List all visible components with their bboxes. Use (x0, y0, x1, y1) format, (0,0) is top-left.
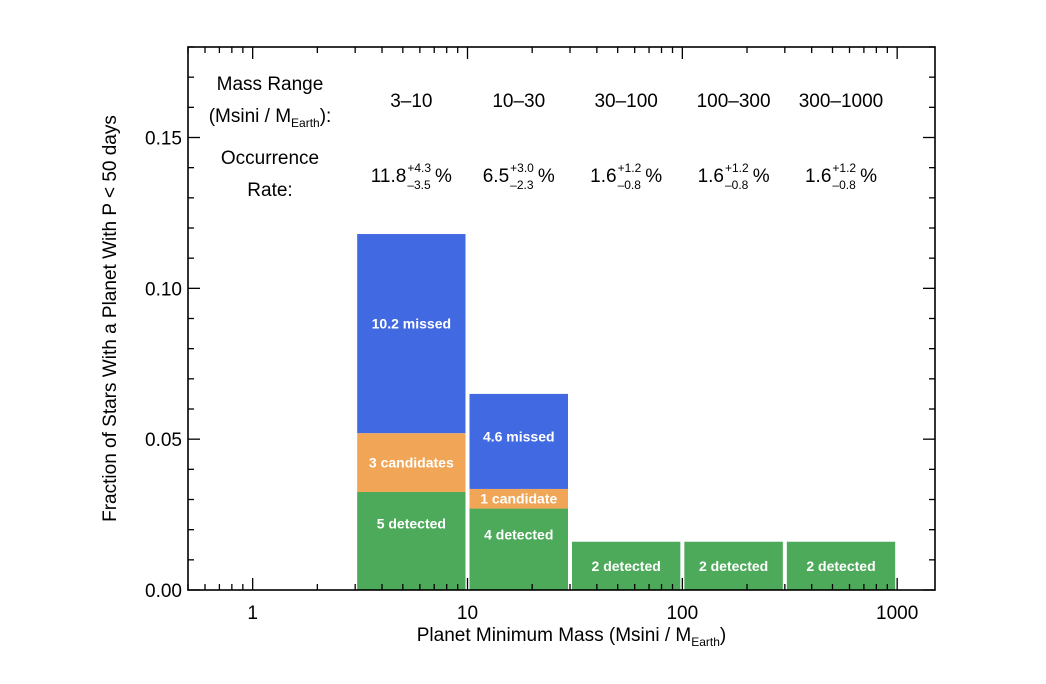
occurrence-rate-value: 6.5 +3.0 –2.3% (483, 161, 555, 192)
bar-segment-detected (684, 541, 783, 590)
x-axis-label-end: ) (720, 625, 726, 646)
x-axis-label: Planet Minimum Mass (Msini / MEarth) (417, 625, 727, 649)
x-axis-label-main: Planet Minimum Mass (Msini / M (417, 625, 692, 646)
rate-minus: –2.3 (510, 178, 534, 192)
bar-segment-detected (786, 541, 896, 590)
data-label-missed: 4.6 missed (483, 429, 555, 445)
bar-segment-missed (469, 393, 569, 489)
bar-segment-detected (469, 508, 569, 590)
rate-minus: –0.8 (725, 178, 749, 192)
data-label-candidates: 1 candidate (480, 491, 557, 507)
rate-minus: –0.8 (618, 178, 642, 192)
mass-range-label: 300–1000 (799, 91, 884, 112)
bar-segment-detected (572, 541, 681, 590)
data-label-detected: 4 detected (484, 527, 553, 543)
mass-range-units-end: ): (320, 106, 332, 127)
occurrence-rate-heading: Occurrence (221, 148, 319, 169)
data-label-missed: 10.2 missed (372, 316, 451, 332)
data-label-detected: 2 detected (592, 558, 661, 574)
bar-segment-missed (357, 234, 466, 434)
rate-plus: +3.0 (510, 161, 534, 175)
y-axis-label: Fraction of Stars With a Planet With P <… (100, 115, 121, 522)
occurrence-rate-heading-2: Rate: (247, 180, 292, 201)
mass-range-label: 100–300 (697, 91, 771, 112)
mass-range-label: 10–30 (492, 91, 545, 112)
header-annotations: Mass Range(Msini / MEarth):OccurrenceRat… (209, 74, 884, 201)
y-tick-label: 0.10 (145, 279, 182, 300)
rate-main: 11.8 (371, 166, 407, 187)
rate-plus: +1.2 (725, 161, 749, 175)
bar-labels-layer: 5 detected 3 candidates 10.2 missed 4 detec… (369, 316, 876, 574)
x-tick-label: 1 (247, 603, 258, 624)
rate-main: 6.5 (483, 166, 509, 187)
rate-minus: –0.8 (832, 178, 856, 192)
mass-range-units: (Msini / MEarth): (209, 106, 332, 130)
rate-percent: % (435, 166, 452, 187)
rate-plus: +1.2 (618, 161, 642, 175)
axis-ticks (187, 46, 935, 591)
bars-layer (357, 234, 896, 590)
y-tick-label: 0.15 (145, 129, 182, 150)
mass-range-heading: Mass Range (217, 74, 324, 95)
data-label-candidates: 3 candidates (369, 455, 454, 471)
mass-range-label: 30–100 (594, 91, 657, 112)
rate-percent: % (860, 166, 877, 187)
bar-segment-detected (357, 491, 466, 590)
rate-percent: % (753, 166, 770, 187)
y-tick-label: 0.00 (145, 581, 182, 602)
mass-range-label: 3–10 (390, 91, 432, 112)
x-axis-label-subscript: Earth (691, 635, 720, 649)
rate-plus: +1.2 (832, 161, 856, 175)
bar-segment-candidates (469, 488, 569, 509)
mass-range-units-main: (Msini / M (209, 106, 291, 127)
occurrence-rate-value: 11.8 +4.3 –3.5% (371, 161, 452, 192)
occurrence-rate-value: 1.6 +1.2 –0.8% (805, 161, 877, 192)
rate-percent: % (538, 166, 555, 187)
x-tick-label: 100 (666, 603, 698, 624)
x-tick-label: 1000 (876, 603, 918, 624)
occurrence-rate-value: 1.6 +1.2 –0.8% (698, 161, 770, 192)
rate-main: 1.6 (590, 166, 616, 187)
data-label-detected: 2 detected (806, 558, 875, 574)
data-label-detected: 2 detected (699, 558, 768, 574)
occurrence-rate-value: 1.6 +1.2 –0.8% (590, 161, 662, 192)
x-tick-label: 10 (457, 603, 478, 624)
y-tick-label: 0.05 (145, 430, 182, 451)
mass-range-units-subscript: Earth (291, 116, 320, 130)
rate-main: 1.6 (805, 166, 831, 187)
rate-plus: +4.3 (407, 161, 431, 175)
axis-tick-labels: 1 10 100 1000 0.00 0.05 0.10 0.15 (145, 129, 918, 625)
rate-main: 1.6 (698, 166, 724, 187)
rate-percent: % (645, 166, 662, 187)
rate-minus: –3.5 (407, 178, 431, 192)
bar-segment-candidates (357, 433, 466, 492)
data-label-detected: 5 detected (377, 515, 446, 531)
